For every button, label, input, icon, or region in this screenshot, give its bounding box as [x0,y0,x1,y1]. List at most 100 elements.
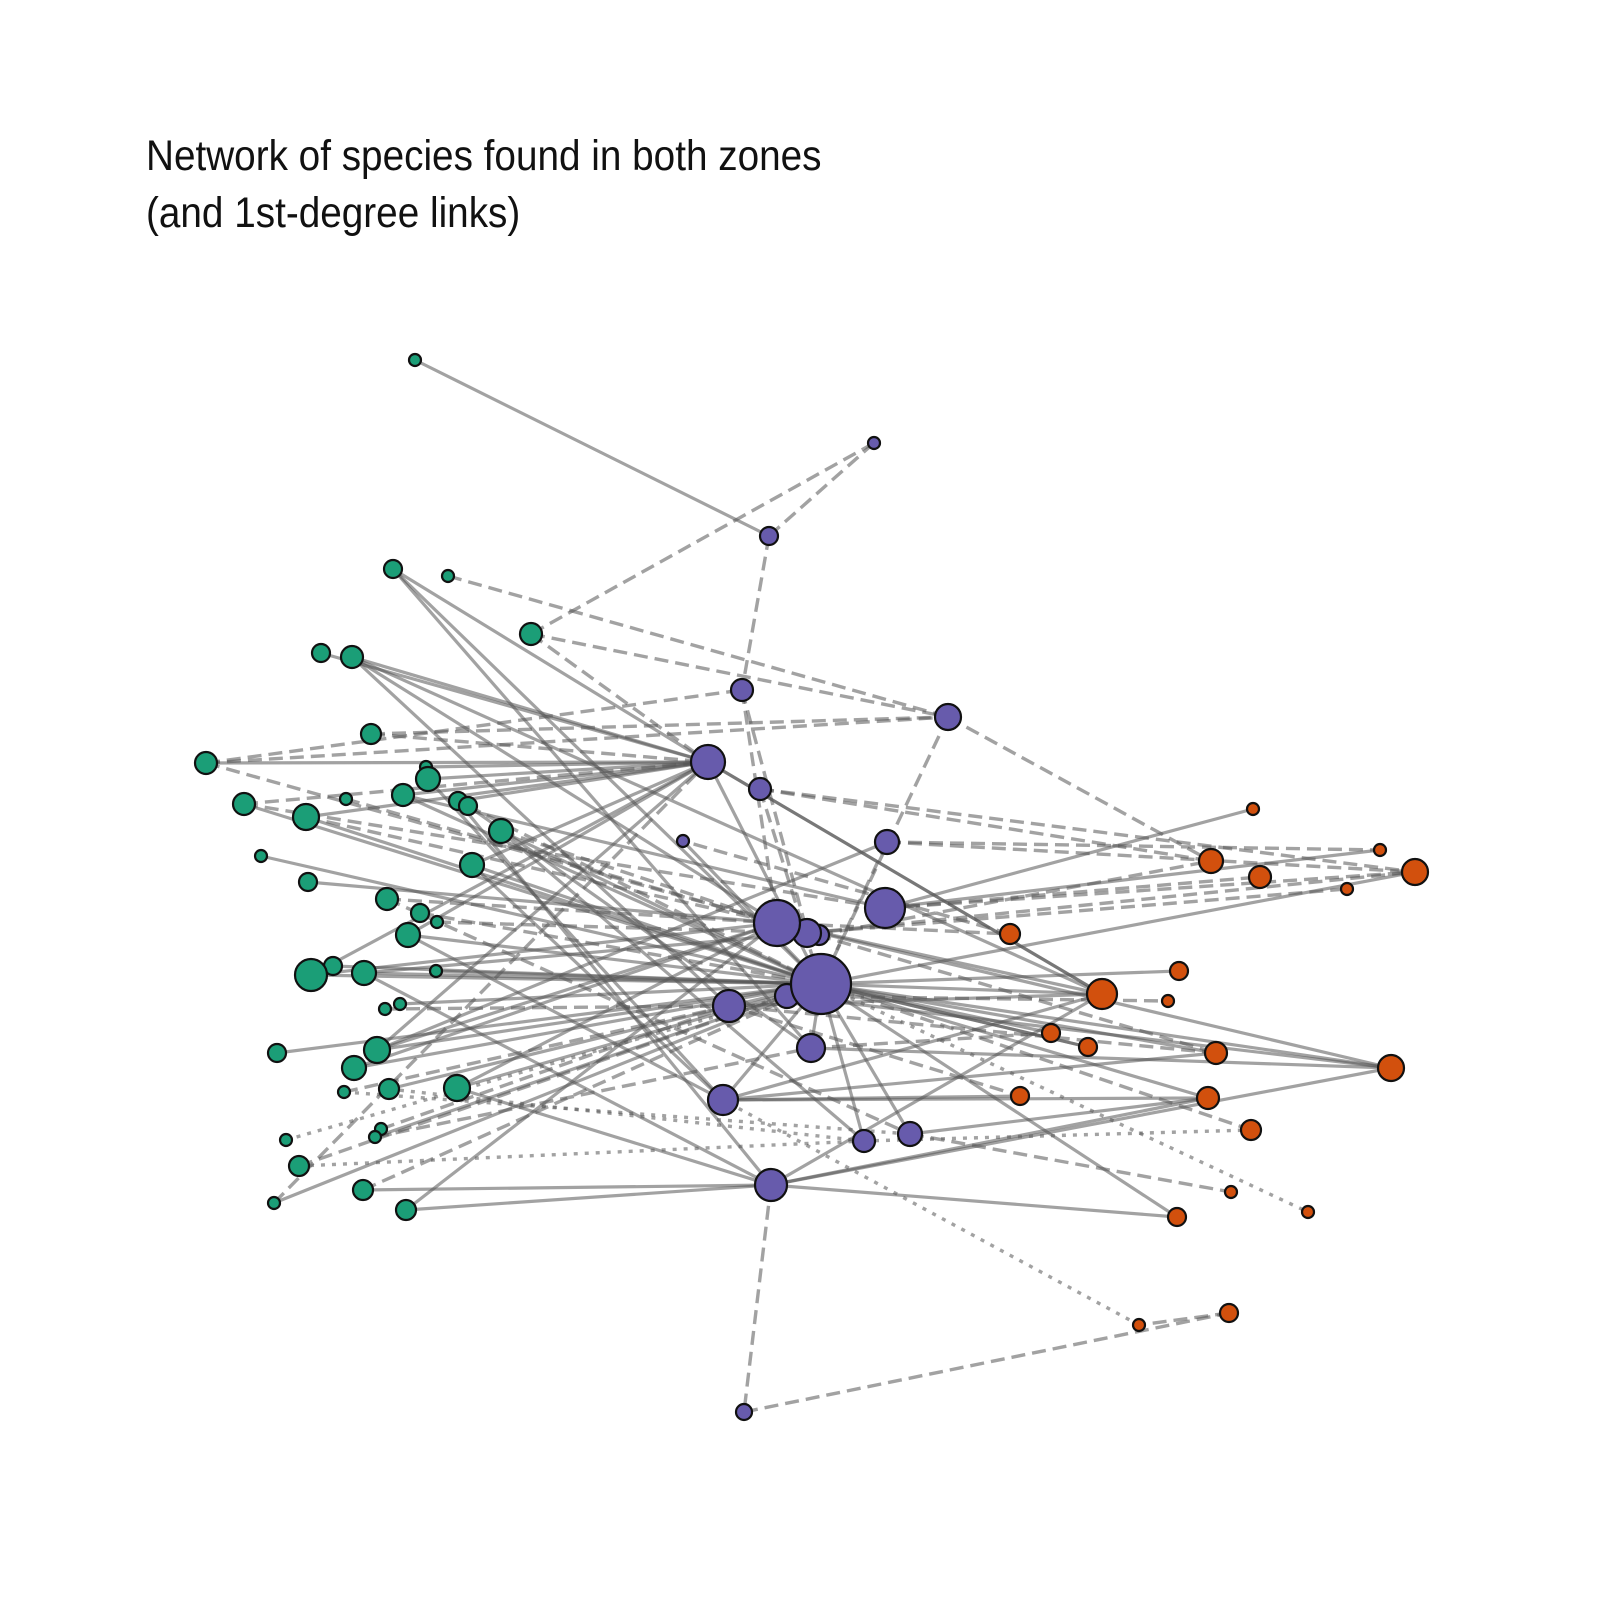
edge-p3-p10 [740,689,779,924]
node-o15 [1009,1085,1031,1107]
edge-g19-p13 [471,863,822,986]
node-o12 [1077,1036,1099,1058]
node-o18 [1223,1184,1239,1200]
node-g29 [392,996,408,1012]
node-p3 [729,677,755,703]
edge-g39-p16 [374,1046,812,1139]
edge-g10-p17 [426,777,725,1102]
edge-o21-o22 [1138,1311,1230,1327]
title-line-1: Network of species found in both zones [146,132,822,180]
edge-p21-o21 [743,1311,1230,1414]
edge-p8-o2 [886,840,1381,852]
edge-p11-o4 [806,870,1416,935]
node-g5 [310,642,332,664]
edge-p19-o18 [909,1132,1232,1194]
edge-g21-p19 [386,897,911,1136]
edge-g7-p4 [370,715,949,736]
node-g10 [414,765,442,793]
edge-g11-p9 [402,793,886,910]
edge-p13-o16 [820,982,1209,1100]
edge-g35-p13 [456,982,822,1090]
edge-p9-o1 [884,807,1254,910]
node-g42 [394,1198,418,1222]
node-g31 [266,1042,288,1064]
node-g20 [297,871,319,893]
network-edges [205,358,1416,1414]
edge-g16-p10 [305,815,778,925]
node-p17 [706,1083,740,1117]
title-line-2: (and 1st-degree links) [146,189,521,237]
node-g18 [253,848,269,864]
node-p21 [734,1402,754,1422]
node-o8 [1168,960,1190,982]
edge-g15-p9 [243,802,886,910]
node-g6 [339,644,365,670]
edge-g24-p17 [407,933,724,1102]
node-p2 [758,525,780,547]
node-g25 [293,957,329,993]
node-p19 [896,1120,924,1148]
node-g34 [377,1077,401,1101]
node-o1 [1245,801,1261,817]
node-p10 [752,898,802,948]
node-o2 [1372,842,1388,858]
edge-g16-p5 [305,760,709,819]
node-g35 [442,1073,472,1103]
edge-p16-o11 [810,1031,1052,1050]
node-p16 [795,1032,827,1064]
node-g36 [336,1084,352,1100]
edge-o9-p5 [707,760,1103,996]
edge-p13-o8 [820,969,1180,986]
node-g8 [193,750,219,776]
edge-p17-o9 [722,992,1103,1102]
edge-g35-p10 [456,921,778,1090]
node-g24 [394,921,422,949]
edge-g2-p5 [392,567,709,764]
edge-p20-p21 [742,1184,773,1413]
edge-p8-o4 [886,840,1416,874]
edge-g17-p13 [500,829,822,986]
edge-p6-o4 [759,787,1416,874]
edge-g6-o9 [351,655,1103,996]
node-o22 [1131,1317,1147,1333]
node-o5 [1247,864,1273,890]
edge-g7-p5 [370,732,709,764]
node-p4 [933,702,963,732]
edge-g34-p18 [388,1087,865,1143]
edge-g4-p5 [530,632,709,764]
edge-g8-p4 [205,715,949,765]
edge-g21-p10 [386,897,778,925]
edge-p13-o20 [820,982,1178,1219]
node-p8 [873,828,901,856]
node-g28 [428,963,444,979]
edge-g42-p10 [405,921,778,1212]
node-o19 [1300,1204,1316,1220]
edge-p4-o3 [947,715,1212,863]
edge-g19-p17 [470,863,725,1102]
edge-p16-o14 [810,1046,1392,1070]
edge-p13-o9 [820,982,1103,996]
node-o7 [998,922,1022,946]
node-g22 [409,902,431,924]
edge-g14-p13 [467,804,822,986]
edge-g32-p13 [376,982,822,1052]
edge-g42-p20 [405,1183,772,1212]
edge-o22-p17 [722,1098,1140,1327]
edge-p1-p2 [767,441,876,538]
edge-g3-p4 [447,574,949,719]
network-nodes [193,352,1430,1422]
node-g1 [407,352,423,368]
node-o10 [1160,993,1176,1009]
node-p1 [866,435,882,451]
edge-g40-p18 [298,1139,865,1168]
node-g41 [351,1178,375,1202]
edge-g9-p5 [425,760,709,769]
edge-p9-o2 [884,848,1381,910]
edge-g43-p5 [272,760,710,1205]
node-p7 [675,833,691,849]
chart-title: Network of species found in both zones (… [146,128,822,242]
node-g33 [340,1054,368,1082]
node-g7 [359,722,383,746]
node-g37 [278,1132,294,1148]
